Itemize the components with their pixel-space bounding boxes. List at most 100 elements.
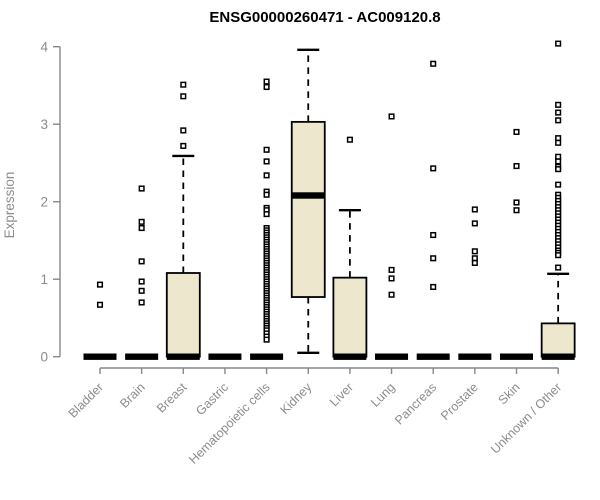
y-tick-label: 3 xyxy=(40,117,48,132)
outlier-point xyxy=(471,220,478,227)
median-bar xyxy=(291,192,325,199)
outlier-point xyxy=(138,287,145,294)
outlier-point xyxy=(555,252,562,259)
outlier-point xyxy=(430,165,437,172)
x-tick-label-breast: Breast xyxy=(154,380,190,416)
x-tick-label-pancreas: Pancreas xyxy=(392,380,439,427)
x-tick-label-unknown-other: Unknown / Other xyxy=(488,380,564,456)
boxplot-brain xyxy=(125,185,159,360)
outlier-point xyxy=(555,101,562,108)
x-tick-label-kidney: Kidney xyxy=(277,380,314,417)
median-bar xyxy=(208,353,242,360)
median-bar xyxy=(166,353,200,360)
x-tick-label-lung: Lung xyxy=(368,380,398,410)
median-bar xyxy=(458,353,492,360)
outlier-point xyxy=(138,218,145,225)
outlier-point xyxy=(180,81,187,88)
median-bar xyxy=(83,353,117,360)
boxplot-liver xyxy=(332,136,368,360)
outlier-point xyxy=(555,166,562,173)
iqr-box xyxy=(332,276,368,358)
chart-title: ENSG00000260471 - AC009120.8 xyxy=(209,9,440,26)
median-bar xyxy=(333,353,367,360)
outlier-point xyxy=(263,191,270,198)
outlier-point xyxy=(430,60,437,67)
boxplot-bladder xyxy=(83,281,117,360)
outlier-point xyxy=(180,127,187,134)
boxplot-skin xyxy=(500,128,533,360)
boxplot-lung xyxy=(375,113,409,360)
outlier-point xyxy=(430,283,437,290)
outlier-point xyxy=(138,258,145,265)
median-bar xyxy=(250,353,284,360)
y-tick-label: 1 xyxy=(40,272,48,287)
outlier-point xyxy=(388,291,395,298)
y-axis-title: Expression xyxy=(2,172,17,239)
outlier-point xyxy=(513,128,520,135)
outlier-point xyxy=(471,206,478,213)
boxplot-pancreas xyxy=(416,60,450,360)
median-bar xyxy=(375,353,409,360)
outlier-point xyxy=(263,211,270,218)
outlier-point xyxy=(513,207,520,214)
x-tick-label-bladder: Bladder xyxy=(66,380,106,420)
boxplot-unknown-other xyxy=(540,40,576,360)
y-tick-label: 4 xyxy=(40,39,48,54)
iqr-box xyxy=(165,272,201,358)
x-tick-label-skin: Skin xyxy=(496,380,523,407)
outlier-point xyxy=(180,93,187,100)
boxplot-breast xyxy=(165,81,201,360)
median-bar xyxy=(125,353,159,360)
outlier-point xyxy=(346,136,353,143)
outlier-point xyxy=(263,78,270,85)
outlier-point xyxy=(263,336,270,343)
outlier-point xyxy=(138,185,145,192)
outlier-point xyxy=(263,158,270,165)
outlier-point xyxy=(430,231,437,239)
outlier-point xyxy=(555,181,562,188)
outlier-point xyxy=(513,199,520,206)
x-tick-label-prostate: Prostate xyxy=(438,380,481,423)
outlier-point xyxy=(555,158,562,165)
outlier-point xyxy=(555,40,562,47)
boxplot-kidney xyxy=(290,48,326,355)
outlier-point xyxy=(388,113,395,120)
outlier-point xyxy=(180,142,187,149)
outlier-point xyxy=(388,266,395,273)
iqr-box xyxy=(540,322,576,358)
y-tick-label: 0 xyxy=(40,349,48,364)
outlier-point xyxy=(555,109,562,116)
outlier-point xyxy=(263,172,270,179)
x-tick-label-hematopoietic-cells: Hematopoietic cells xyxy=(186,380,273,467)
outlier-point xyxy=(263,83,270,91)
median-bar xyxy=(500,353,533,360)
outlier-point xyxy=(471,248,478,255)
median-bar xyxy=(416,353,450,360)
y-axis: 0 1 2 3 4 xyxy=(40,39,61,364)
outlier-point xyxy=(471,259,478,266)
outlier-point xyxy=(138,299,145,306)
outlier-point xyxy=(513,163,520,170)
boxplot-hematopoietic-cells xyxy=(250,78,284,360)
outlier-point xyxy=(138,278,145,285)
iqr-box xyxy=(290,120,326,298)
plot-area: 0 1 2 3 4 Bladder Brain Breast GastricHematopoie… xyxy=(40,39,576,467)
outlier-point xyxy=(430,255,437,262)
outlier-point xyxy=(96,281,104,288)
median-bar xyxy=(541,353,575,360)
outlier-point xyxy=(263,146,270,153)
outlier-point xyxy=(96,301,104,308)
x-tick-label-liver: Liver xyxy=(327,380,356,409)
x-tick-label-brain: Brain xyxy=(117,380,148,411)
outlier-point xyxy=(388,275,395,282)
x-tick-label-gastric: Gastric xyxy=(193,380,231,418)
boxplot-prostate xyxy=(458,206,492,360)
outlier-point xyxy=(555,264,562,271)
outlier-point xyxy=(555,139,562,146)
boxplot-gastric xyxy=(208,353,242,360)
outlier-point xyxy=(138,225,145,232)
outlier-point xyxy=(555,117,562,124)
